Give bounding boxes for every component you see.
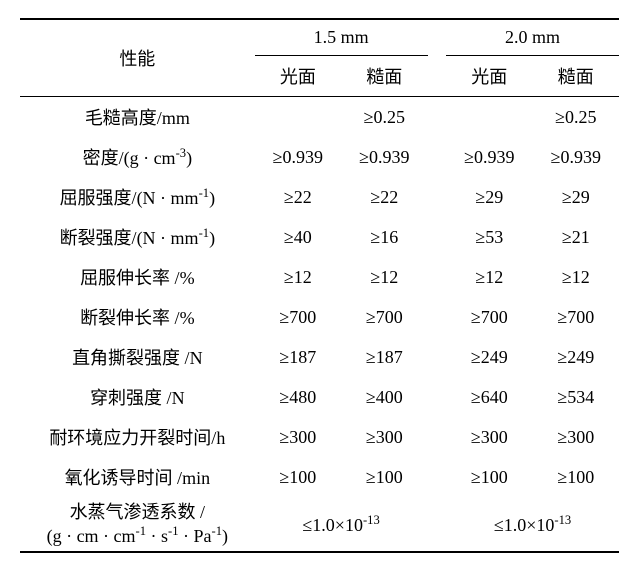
row-value-group2: ≤1.0×10-13 bbox=[446, 497, 619, 552]
row-value: ≥249 bbox=[533, 337, 619, 377]
row-gap bbox=[428, 97, 447, 138]
row-gap bbox=[428, 217, 447, 257]
row-value: ≥700 bbox=[341, 297, 427, 337]
row-value: ≥700 bbox=[255, 297, 341, 337]
row-value: ≥12 bbox=[446, 257, 532, 297]
row-value: ≥40 bbox=[255, 217, 341, 257]
row-value: ≥480 bbox=[255, 377, 341, 417]
row-value: ≥249 bbox=[446, 337, 532, 377]
row-value: ≥21 bbox=[533, 217, 619, 257]
row-value: ≥187 bbox=[341, 337, 427, 377]
row-value: ≥100 bbox=[341, 457, 427, 497]
table-header-row-1: 性能 1.5 mm 2.0 mm bbox=[20, 19, 619, 56]
row-value: ≥100 bbox=[533, 457, 619, 497]
row-label: 屈服伸长率 /% bbox=[20, 257, 255, 297]
row-value-group1: ≤1.0×10-13 bbox=[255, 497, 428, 552]
table-row: 毛糙高度/mm ≥0.25 ≥0.25 bbox=[20, 97, 619, 138]
row-value: ≥640 bbox=[446, 377, 532, 417]
table-row: 耐环境应力开裂时间/h≥300≥300≥300≥300 bbox=[20, 417, 619, 457]
table-row: 氧化诱导时间 /min≥100≥100≥100≥100 bbox=[20, 457, 619, 497]
row-gap bbox=[428, 297, 447, 337]
row-label: 密度/(g · cm-3) bbox=[20, 137, 255, 177]
row-label: 耐环境应力开裂时间/h bbox=[20, 417, 255, 457]
row-value: ≥100 bbox=[446, 457, 532, 497]
row-label: 穿刺强度 /N bbox=[20, 377, 255, 417]
row-value: ≥29 bbox=[533, 177, 619, 217]
row-label: 屈服强度/(N · mm-1) bbox=[20, 177, 255, 217]
row-value: ≥12 bbox=[341, 257, 427, 297]
table-row: 断裂强度/(N · mm-1)≥40≥16 ≥53≥21 bbox=[20, 217, 619, 257]
header-gap bbox=[428, 19, 447, 97]
row-value: ≥700 bbox=[533, 297, 619, 337]
row-value: ≥0.939 bbox=[341, 137, 427, 177]
row-gap bbox=[428, 417, 447, 457]
row-gap bbox=[428, 377, 447, 417]
table-row: 屈服强度/(N · mm-1)≥22≥22≥29≥29 bbox=[20, 177, 619, 217]
row-label: 断裂强度/(N · mm-1) bbox=[20, 217, 255, 257]
row-value: ≥300 bbox=[533, 417, 619, 457]
row-value: ≥12 bbox=[533, 257, 619, 297]
table-row: 穿刺强度 /N≥480≥400 ≥640≥534 bbox=[20, 377, 619, 417]
row-value: ≥22 bbox=[341, 177, 427, 217]
table-row: 屈服伸长率 /%≥12≥12≥12≥12 bbox=[20, 257, 619, 297]
header-sub-1-rough: 糙面 bbox=[341, 56, 427, 97]
row-value: ≥0.939 bbox=[255, 137, 341, 177]
row-gap bbox=[428, 137, 447, 177]
row-value: ≥0.939 bbox=[446, 137, 532, 177]
row-value: ≥16 bbox=[341, 217, 427, 257]
row-value: ≥100 bbox=[255, 457, 341, 497]
row-value: ≥300 bbox=[446, 417, 532, 457]
table-row: 断裂伸长率 /%≥700≥700≥700≥700 bbox=[20, 297, 619, 337]
row-value: ≥29 bbox=[446, 177, 532, 217]
row-label: 直角撕裂强度 /N bbox=[20, 337, 255, 377]
row-value: ≥700 bbox=[446, 297, 532, 337]
table-row: 密度/(g · cm-3)≥0.939≥0.939≥0.939≥0.939 bbox=[20, 137, 619, 177]
header-property: 性能 bbox=[20, 19, 255, 97]
row-gap bbox=[428, 257, 447, 297]
row-value: ≥12 bbox=[255, 257, 341, 297]
row-value: ≥0.939 bbox=[533, 137, 619, 177]
header-group-1: 1.5 mm bbox=[255, 19, 428, 56]
row-gap bbox=[428, 177, 447, 217]
row-value: ≥0.25 bbox=[341, 97, 427, 138]
row-value: ≥53 bbox=[446, 217, 532, 257]
row-label: 氧化诱导时间 /min bbox=[20, 457, 255, 497]
row-label: 水蒸气渗透系数 /(g · cm · cm-1 · s-1 · Pa-1) bbox=[20, 497, 255, 552]
row-gap bbox=[428, 337, 447, 377]
row-value: ≥187 bbox=[255, 337, 341, 377]
row-value bbox=[255, 97, 341, 138]
header-sub-2-rough: 糙面 bbox=[533, 56, 619, 97]
row-label: 毛糙高度/mm bbox=[20, 97, 255, 138]
row-value: ≥300 bbox=[255, 417, 341, 457]
row-value: ≥300 bbox=[341, 417, 427, 457]
row-value: ≥0.25 bbox=[533, 97, 619, 138]
header-sub-2-smooth: 光面 bbox=[446, 56, 532, 97]
table-row-last: 水蒸气渗透系数 /(g · cm · cm-1 · s-1 · Pa-1) ≤1… bbox=[20, 497, 619, 552]
row-value bbox=[446, 97, 532, 138]
table-body: 毛糙高度/mm≥0.25≥0.25密度/(g · cm-3)≥0.939≥0.9… bbox=[20, 97, 619, 498]
row-value: ≥400 bbox=[341, 377, 427, 417]
row-label: 断裂伸长率 /% bbox=[20, 297, 255, 337]
header-sub-1-smooth: 光面 bbox=[255, 56, 341, 97]
table-row: 直角撕裂强度 /N≥187≥187≥249≥249 bbox=[20, 337, 619, 377]
row-gap bbox=[428, 457, 447, 497]
spec-table: 性能 1.5 mm 2.0 mm 光面 糙面 光面 糙面 毛糙高度/mm ≥0.2… bbox=[20, 18, 619, 553]
row-value: ≥534 bbox=[533, 377, 619, 417]
header-group-2: 2.0 mm bbox=[446, 19, 619, 56]
row-gap bbox=[428, 497, 447, 552]
row-value: ≥22 bbox=[255, 177, 341, 217]
